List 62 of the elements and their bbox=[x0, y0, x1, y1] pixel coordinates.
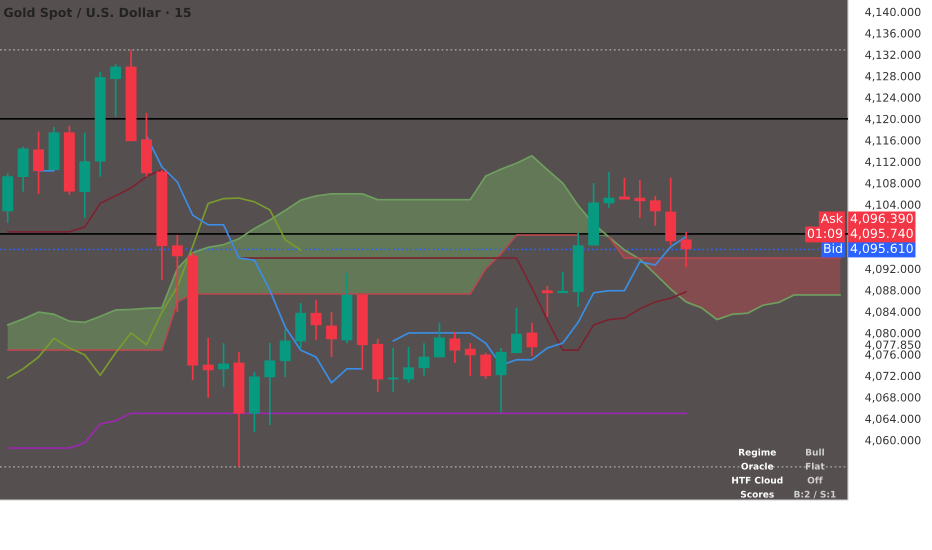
candlestick bbox=[326, 311, 337, 358]
candlestick bbox=[418, 342, 430, 377]
candlestick bbox=[280, 328, 291, 378]
candlestick bbox=[650, 195, 661, 227]
candlestick bbox=[434, 322, 445, 358]
candlestick bbox=[310, 298, 322, 341]
candlestick bbox=[464, 342, 476, 377]
annotation: Flat bbox=[806, 462, 825, 470]
y-tick-label: 4,124.000 bbox=[865, 93, 920, 103]
text: 4,096.390 bbox=[850, 214, 913, 224]
candlestick bbox=[542, 285, 553, 318]
candlestick bbox=[511, 306, 522, 354]
candlestick bbox=[388, 347, 399, 393]
annotation: Regime bbox=[739, 448, 776, 458]
y-tick-label: 4,076.000 bbox=[865, 350, 920, 360]
y-tick-label: 4,108.000 bbox=[865, 179, 920, 189]
y-tick-label: 4,140.000 bbox=[865, 8, 920, 18]
text: 4,095.740 bbox=[850, 228, 913, 240]
candlestick bbox=[403, 346, 414, 384]
candlestick bbox=[218, 342, 229, 388]
candlestick bbox=[264, 342, 276, 426]
y-tick-label: 4,064.000 bbox=[865, 414, 920, 424]
candlestick bbox=[604, 171, 614, 209]
line-series bbox=[6, 154, 842, 326]
candlestick bbox=[480, 352, 492, 380]
candlestick bbox=[202, 336, 214, 399]
annotation: B:2 / S:1 bbox=[794, 490, 836, 498]
annotation: HTF Cloud bbox=[732, 476, 782, 484]
annotation: Oracle bbox=[741, 462, 774, 470]
candlestick bbox=[496, 347, 507, 414]
y-tick-label: 4,060.000 bbox=[865, 436, 920, 446]
candlestick bbox=[680, 230, 692, 268]
candlestick bbox=[526, 322, 538, 357]
candlestick bbox=[33, 130, 44, 195]
candlestick bbox=[172, 234, 183, 313]
y-tick-label: 4,112.000 bbox=[865, 158, 920, 168]
candlestick bbox=[634, 179, 646, 219]
ref-line-label: Bid bbox=[824, 243, 842, 254]
annotation: Ask bbox=[820, 213, 843, 224]
annotation: Bull bbox=[806, 448, 824, 456]
candlestick bbox=[619, 176, 630, 200]
y-tick-label: 4,132.000 bbox=[865, 50, 920, 60]
y-tick-label: 4,080.000 bbox=[865, 328, 920, 338]
annotation: Off bbox=[808, 476, 823, 484]
y-tick-label: 4,068.000 bbox=[865, 393, 920, 403]
y-tick-label: 4,128.000 bbox=[865, 72, 920, 82]
annotation: 01:09 bbox=[808, 228, 842, 238]
text: 4,095.610 bbox=[850, 244, 913, 254]
y-tick-label: 4,088.000 bbox=[865, 286, 920, 296]
candlestick bbox=[110, 62, 122, 118]
y-tick-label: 4,092.000 bbox=[865, 264, 920, 274]
annotation: Scores bbox=[740, 490, 774, 498]
y-tick-label: 4,077.850 bbox=[865, 340, 920, 350]
y-tick-label: 4,084.000 bbox=[865, 308, 920, 318]
y-tick-label: 4,072.000 bbox=[865, 372, 920, 382]
line-series bbox=[6, 412, 687, 449]
line-series bbox=[6, 197, 302, 379]
y-tick-label: 4,116.000 bbox=[865, 136, 920, 146]
y-tick-label: 4,120.000 bbox=[865, 114, 920, 124]
candlestick bbox=[449, 331, 460, 364]
y-tick-label: 4,136.000 bbox=[865, 29, 920, 39]
y-tick-label: 4,104.000 bbox=[865, 200, 920, 210]
